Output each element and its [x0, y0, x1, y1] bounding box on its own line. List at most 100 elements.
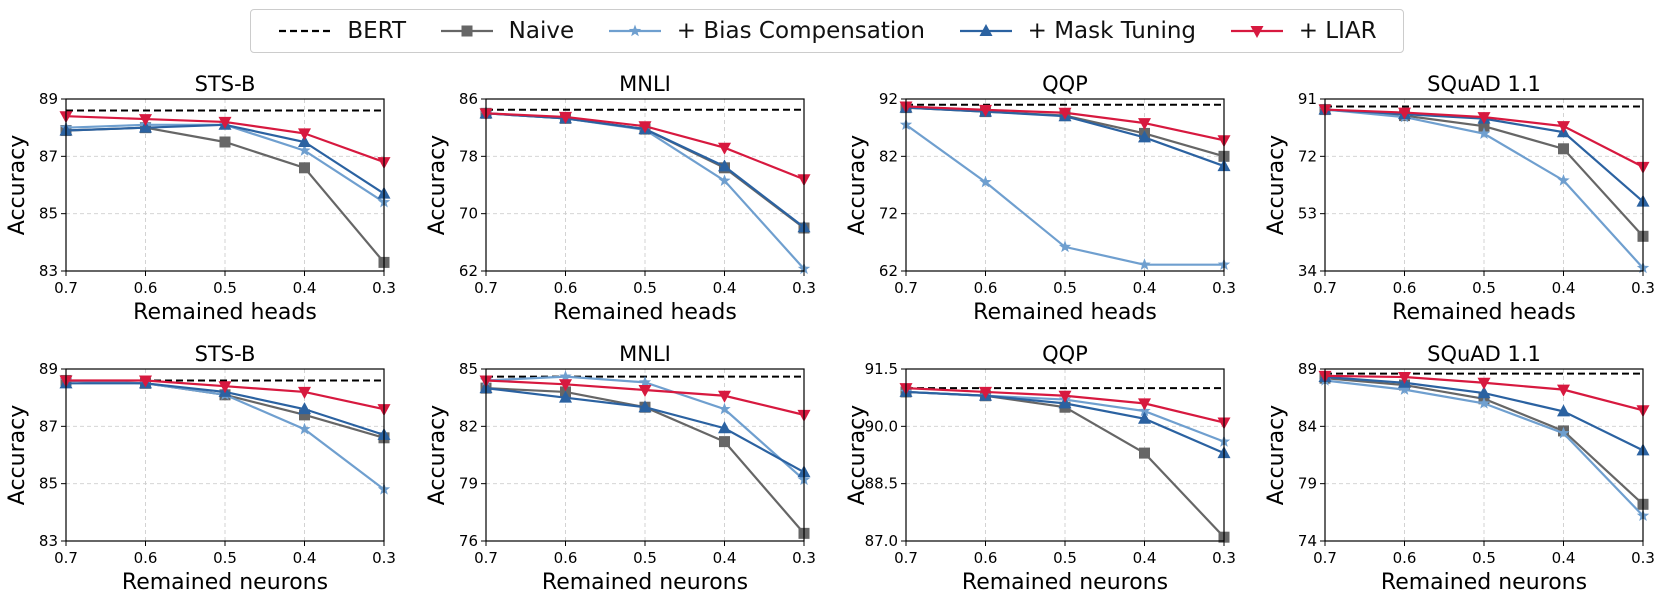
- y-tick-label: 87.0: [865, 532, 898, 550]
- point-bias: [1398, 383, 1411, 395]
- chart-title: SQuAD 1.1: [1427, 342, 1541, 366]
- x-tick-label: 0.7: [894, 549, 918, 567]
- legend-item-bias: + Bias Compensation: [607, 18, 925, 44]
- x-axis-label: Remained heads: [973, 300, 1157, 325]
- point-mask: [1557, 404, 1570, 417]
- legend-swatch-naive: [440, 25, 493, 37]
- y-tick-label: 72: [879, 205, 898, 223]
- point-liar: [1557, 384, 1570, 397]
- y-tick-label: 78: [459, 147, 478, 165]
- legend-swatch-bias: [608, 24, 661, 37]
- x-tick-label: 0.5: [1053, 549, 1077, 567]
- x-tick-label: 0.6: [1393, 549, 1417, 567]
- y-tick-label: 82: [879, 147, 898, 165]
- point-liar: [979, 104, 992, 117]
- legend: BERT Naive + Bias Compensation + Mask Tunin…: [250, 9, 1404, 53]
- x-tick-label: 0.6: [554, 549, 578, 567]
- x-tick-label: 0.3: [1212, 549, 1236, 567]
- legend-marker-mask: [979, 24, 993, 36]
- y-tick-label: 84: [1298, 417, 1317, 435]
- y-tick-label: 62: [459, 262, 478, 280]
- legend-label-liar: + LIAR: [1298, 18, 1377, 44]
- x-tick-label: 0.7: [474, 549, 498, 567]
- x-tick-label: 0.4: [1552, 279, 1576, 297]
- legend-label-bias: + Bias Compensation: [676, 18, 925, 44]
- point-liar: [298, 386, 311, 399]
- y-axis-label: Accuracy: [845, 405, 870, 505]
- point-liar: [559, 111, 572, 124]
- x-tick-label: 0.4: [1552, 549, 1576, 567]
- legend-item-bert: BERT: [277, 18, 406, 44]
- y-tick-label: 82: [459, 417, 478, 435]
- y-tick-label: 91: [1298, 90, 1317, 108]
- legend-item-liar: + LIAR: [1229, 18, 1377, 44]
- point-naive: [1139, 447, 1150, 459]
- y-tick-label: 83: [39, 262, 58, 280]
- y-tick-label: 85: [39, 475, 58, 493]
- x-tick-label: 0.5: [633, 279, 657, 297]
- y-tick-label: 70: [459, 205, 478, 223]
- subplot-8: 74 79 84 89 0.7 0.6 0.5 0.4 0.3 SQuAD 1.1 Remained…: [1264, 342, 1655, 595]
- y-tick-label: 72: [1298, 147, 1317, 165]
- x-tick-label: 0.5: [213, 279, 237, 297]
- y-tick-label: 89: [39, 90, 58, 108]
- x-axis-label: Remained neurons: [542, 570, 748, 595]
- x-tick-label: 0.6: [974, 549, 998, 567]
- point-liar: [139, 375, 152, 388]
- x-axis-label: Remained heads: [553, 300, 737, 325]
- x-tick-label: 0.3: [1631, 549, 1655, 567]
- point-liar: [218, 381, 232, 394]
- point-naive: [719, 436, 730, 448]
- legend-label-bert: BERT: [347, 18, 406, 44]
- legend-swatch-mask: [959, 24, 1012, 36]
- y-tick-label: 34: [1298, 262, 1317, 280]
- point-mask: [1477, 386, 1491, 399]
- y-tick-label: 86: [459, 90, 478, 108]
- point-liar: [559, 379, 572, 392]
- x-tick-label: 0.3: [1631, 279, 1655, 297]
- point-bias: [979, 175, 992, 188]
- point-liar: [1477, 112, 1491, 125]
- point-liar: [718, 142, 731, 155]
- point-naive: [219, 136, 231, 148]
- y-tick-label: 74: [1298, 532, 1317, 550]
- x-tick-label: 0.5: [1053, 279, 1077, 297]
- point-liar: [638, 385, 652, 398]
- point-bias: [638, 375, 652, 388]
- x-axis-label: Remained neurons: [962, 570, 1168, 595]
- x-tick-label: 0.5: [633, 549, 657, 567]
- point-liar: [1058, 107, 1072, 120]
- x-axis-label: Remained heads: [1392, 300, 1576, 325]
- point-bias: [1557, 426, 1570, 439]
- x-tick-label: 0.5: [213, 549, 237, 567]
- chart-title: SQuAD 1.1: [1427, 72, 1541, 96]
- x-tick-label: 0.6: [974, 279, 998, 297]
- point-mask: [139, 120, 152, 133]
- point-bias: [1477, 396, 1491, 409]
- x-axis-label: Remained heads: [133, 300, 317, 325]
- y-tick-label: 91.5: [865, 360, 898, 378]
- x-tick-label: 0.7: [54, 549, 78, 567]
- point-bias: [559, 370, 572, 382]
- y-tick-label: 88.5: [865, 475, 898, 493]
- legend-label-naive: Naive: [508, 18, 575, 44]
- point-liar: [718, 390, 731, 403]
- x-tick-label: 0.7: [1313, 549, 1337, 567]
- x-tick-label: 0.4: [293, 549, 317, 567]
- subplot-3: 62 72 82 92 0.7 0.6 0.5 0.4 0.3 QQP Remained heads…: [845, 72, 1236, 325]
- point-liar: [139, 114, 152, 127]
- y-axis-label: Accuracy: [845, 135, 870, 235]
- legend-marker-liar: [1250, 26, 1264, 38]
- chart-title: QQP: [1042, 72, 1088, 96]
- x-tick-label: 0.7: [54, 279, 78, 297]
- legend-item-naive: Naive: [439, 18, 574, 44]
- chart-title: MNLI: [619, 72, 671, 96]
- point-bias: [1557, 173, 1570, 186]
- point-mask: [1138, 411, 1151, 424]
- x-tick-label: 0.4: [293, 279, 317, 297]
- y-tick-label: 53: [1298, 205, 1317, 223]
- point-mask: [718, 159, 731, 172]
- point-liar: [1398, 372, 1411, 385]
- point-naive: [1558, 143, 1569, 155]
